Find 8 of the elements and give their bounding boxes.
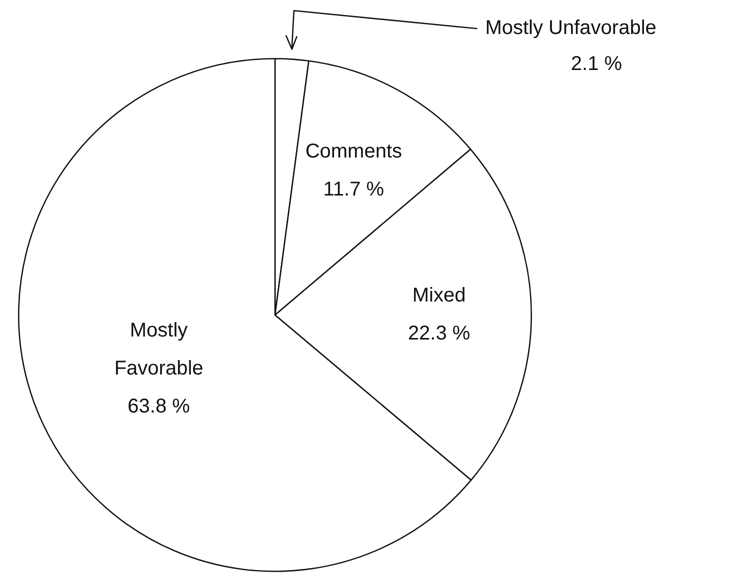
data-label: 22.3 %: [408, 322, 470, 344]
slice-label: Comments: [305, 140, 402, 163]
slice-label: Mostly Unfavorable: [485, 17, 656, 40]
slice-label: Mixed: [412, 284, 466, 306]
data-label: 11.7 %: [323, 178, 384, 201]
slice-label: Mostly Favorable: [114, 320, 204, 380]
data-label: 63.8 %: [128, 396, 190, 418]
data-label: 2.1 %: [570, 53, 622, 76]
